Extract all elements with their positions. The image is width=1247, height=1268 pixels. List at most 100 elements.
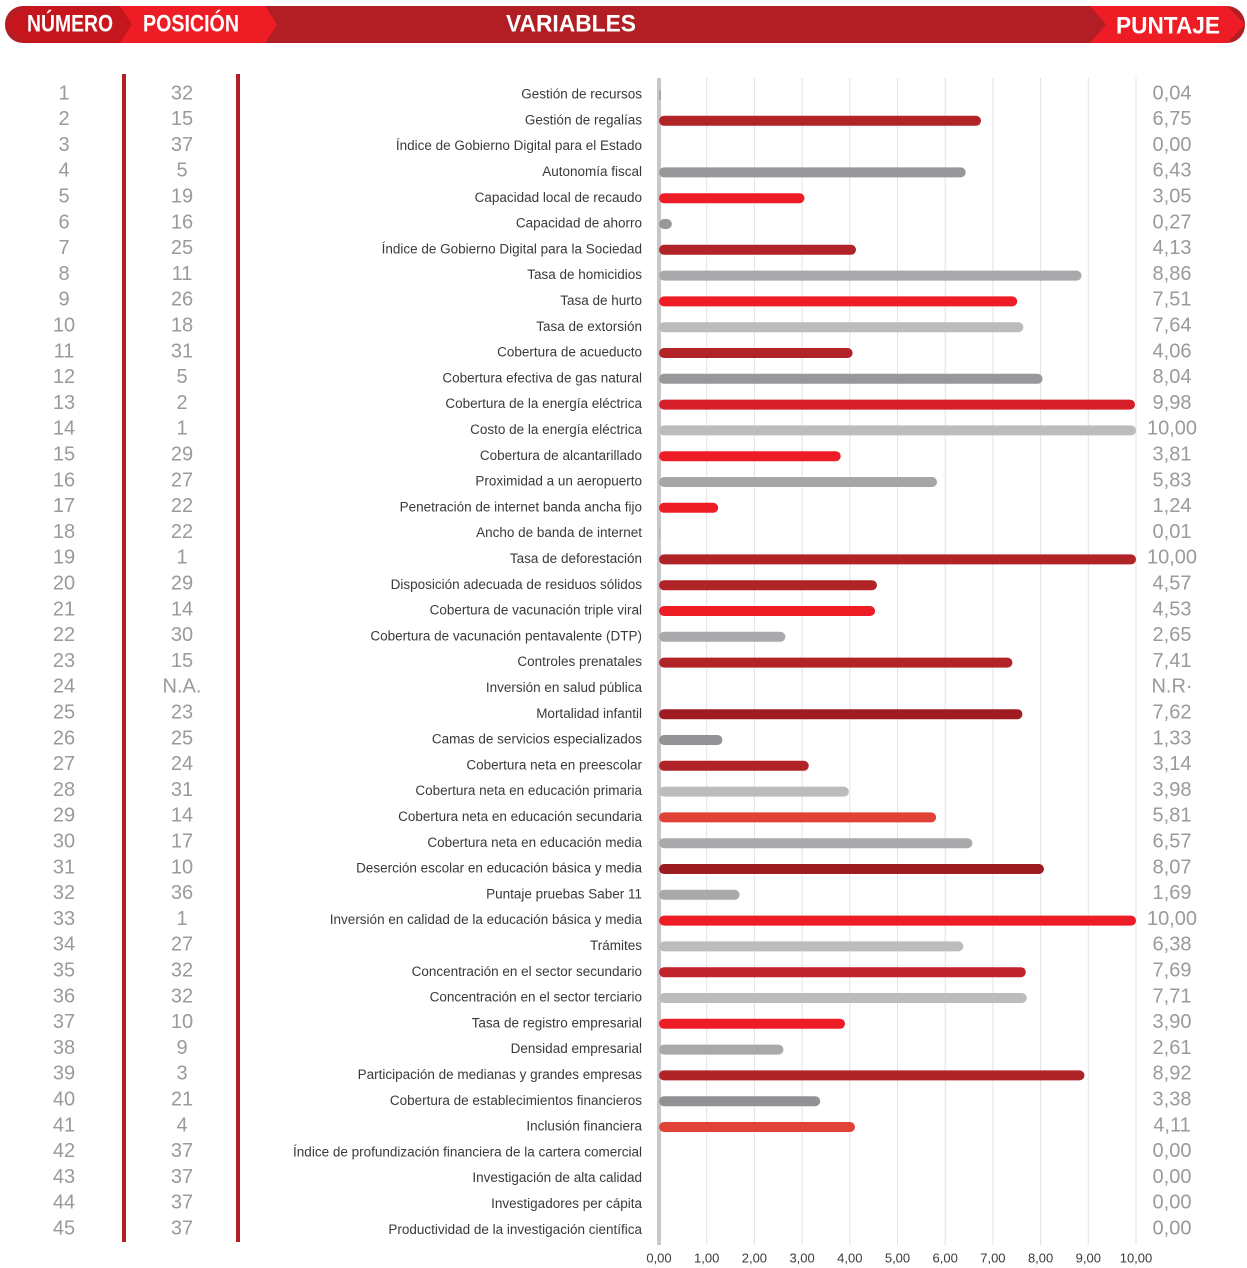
bar <box>659 1018 846 1029</box>
value-label: 4,11 <box>1153 1114 1190 1136</box>
bar <box>659 1122 856 1132</box>
category-label: Inversión en salud pública <box>486 680 643 695</box>
row-position: 26 <box>171 289 193 311</box>
bar <box>659 322 1024 333</box>
header-position-bg <box>120 6 277 43</box>
row-number: 17 <box>53 495 75 517</box>
bar <box>659 554 1136 565</box>
bar <box>659 502 719 513</box>
row-position: 29 <box>171 572 193 594</box>
row-position: 31 <box>171 340 193 362</box>
row-position: 1 <box>176 547 187 569</box>
value-label: 9,98 <box>1153 392 1192 414</box>
row-number: 18 <box>53 521 75 543</box>
row-number: 42 <box>53 1140 75 1162</box>
row-position: 37 <box>171 134 193 156</box>
value-label: 7,71 <box>1153 985 1192 1007</box>
category-label: Proximidad a un aeropuerto <box>475 474 642 489</box>
row-position: 37 <box>171 1166 193 1188</box>
row-number: 30 <box>53 830 75 852</box>
x-tick-label: 1,00 <box>694 1250 719 1265</box>
category-label: Investigadores per cápita <box>491 1196 642 1211</box>
row-number: 4 <box>58 160 69 182</box>
header-number-bg <box>5 6 132 43</box>
row-number: 21 <box>53 598 75 620</box>
category-label: Cobertura neta en educación primaria <box>415 783 642 798</box>
value-label: 3,90 <box>1153 1011 1192 1033</box>
category-label: Cobertura neta en educación media <box>427 835 642 850</box>
row-position: 27 <box>171 934 193 956</box>
row-position: 14 <box>171 805 193 827</box>
row-position: 24 <box>171 753 193 775</box>
row-position: 10 <box>171 1011 193 1033</box>
value-label: 0,00 <box>1153 1217 1192 1239</box>
category-label: Camas de servicios especializados <box>432 732 642 747</box>
row-number: 22 <box>53 624 75 646</box>
row-number: 41 <box>53 1114 75 1136</box>
row-number: 3 <box>58 134 69 156</box>
value-label: 0,00 <box>1153 1166 1192 1188</box>
row-position: 25 <box>171 727 193 749</box>
row-position: 29 <box>171 443 193 465</box>
row-position: 32 <box>171 82 193 104</box>
value-label: 3,05 <box>1153 185 1192 207</box>
value-label: 10,00 <box>1147 547 1197 569</box>
row-number: 26 <box>53 727 75 749</box>
row-number: 19 <box>53 547 75 569</box>
bar <box>659 425 1136 436</box>
category-label: Tasa de registro empresarial <box>472 1015 642 1030</box>
category-label: Deserción escolar en educación básica y … <box>356 861 642 876</box>
row-number: 44 <box>53 1192 75 1214</box>
x-tick-label: 4,00 <box>837 1250 862 1265</box>
bar <box>659 1070 1085 1081</box>
row-number: 35 <box>53 959 75 981</box>
row-number: 12 <box>53 366 75 388</box>
row-position: 16 <box>171 211 193 233</box>
row-position: 19 <box>171 185 193 207</box>
row-number: 33 <box>53 908 75 930</box>
row-position: 17 <box>171 830 193 852</box>
row-number: 43 <box>53 1166 75 1188</box>
row-position: N.A. <box>163 676 202 698</box>
bar <box>659 889 740 900</box>
bar <box>659 399 1136 410</box>
category-label: Tasa de homicidios <box>527 267 642 282</box>
x-tick-label: 6,00 <box>933 1250 958 1265</box>
row-number: 38 <box>53 1037 75 1059</box>
row-number: 25 <box>53 701 75 723</box>
header-number: NÚMERO <box>27 9 113 37</box>
row-position: 30 <box>171 624 193 646</box>
value-label: 2,61 <box>1153 1037 1192 1059</box>
value-label: 0,01 <box>1153 521 1192 543</box>
value-label: 0,04 <box>1153 82 1192 104</box>
row-position: 1 <box>176 908 187 930</box>
row-position: 5 <box>176 366 187 388</box>
bar <box>659 760 809 771</box>
bar <box>659 606 876 616</box>
bar <box>659 864 1044 874</box>
header-score: PUNTAJE <box>1116 12 1220 39</box>
row-number: 14 <box>53 418 75 440</box>
row-number: 11 <box>54 340 75 362</box>
row-position: 5 <box>176 160 187 182</box>
category-label: Gestión de regalías <box>525 112 642 127</box>
row-number: 23 <box>53 650 75 672</box>
category-label: Controles prenatales <box>517 654 642 669</box>
row-position: 11 <box>172 263 193 285</box>
value-label: 7,51 <box>1153 289 1192 311</box>
row-position: 37 <box>171 1217 193 1239</box>
row-number: 16 <box>53 469 75 491</box>
row-number: 27 <box>53 753 75 775</box>
category-label: Cobertura de alcantarillado <box>480 448 642 463</box>
bar <box>659 219 672 229</box>
category-label: Puntaje pruebas Saber 11 <box>486 886 642 901</box>
row-position: 4 <box>176 1114 187 1136</box>
category-label: Tasa de hurto <box>560 293 642 308</box>
x-tick-label: 10,00 <box>1120 1250 1153 1265</box>
category-label: Inclusión financiera <box>526 1119 642 1134</box>
value-label: 8,86 <box>1153 263 1192 285</box>
category-label: Cobertura neta en preescolar <box>466 757 642 772</box>
row-number: 36 <box>53 985 75 1007</box>
row-number: 34 <box>53 934 75 956</box>
column-divider <box>236 74 240 1242</box>
